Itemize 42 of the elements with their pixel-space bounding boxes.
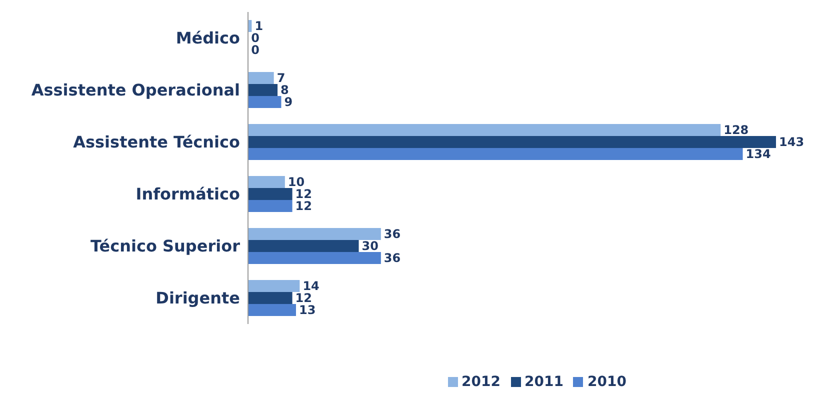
data-label: 8 [280,83,289,97]
bar [248,292,292,304]
bar [248,96,282,108]
data-label: 36 [384,251,401,265]
bar [248,200,292,212]
y-tick-label: Assistente Operacional [31,80,240,100]
y-tick-label: Dirigente [156,288,240,308]
data-label: 128 [724,123,749,137]
legend-label: 2010 [587,374,626,390]
data-label: 30 [362,239,378,253]
data-label: 9 [284,95,293,109]
bar [248,148,743,160]
y-tick-label: Médico [176,28,240,48]
bar [248,240,359,252]
data-label: 12 [295,187,312,201]
bar [248,124,721,136]
bar [248,304,296,316]
bar [248,280,300,292]
bar [248,252,381,264]
data-label: 14 [302,279,320,293]
data-label: 13 [299,303,316,317]
y-tick-label: Técnico Superior [90,236,240,256]
data-label: 143 [779,135,804,149]
bar [248,136,776,148]
data-label: 134 [746,147,771,161]
data-label: 1 [254,19,264,33]
data-label: 0 [251,31,260,45]
bar [248,72,274,84]
data-label: 12 [295,199,312,213]
data-label: 12 [295,291,312,305]
bar [248,176,285,188]
data-label: 7 [276,71,286,85]
bar [248,84,278,96]
y-tick-label: Informático [136,184,240,204]
legend-label: 2012 [462,374,501,390]
legend-label: 2011 [524,374,564,390]
bar [248,228,381,240]
data-label: 10 [288,175,305,189]
data-label: 0 [251,43,260,57]
y-tick-label: Assistente Técnico [73,132,240,152]
bar [248,188,292,200]
data-label: 36 [384,227,401,241]
